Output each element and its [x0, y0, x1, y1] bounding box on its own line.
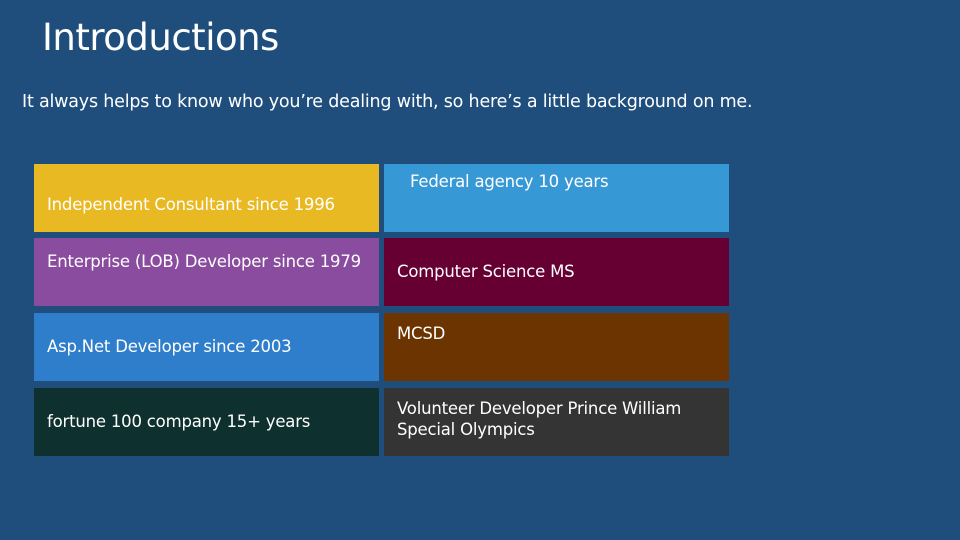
tile-fortune-100: fortune 100 company 15+ years: [34, 388, 379, 456]
tile-federal-agency: Federal agency 10 years: [384, 164, 729, 232]
slide-title: Introductions: [42, 16, 279, 59]
tile-label: Computer Science MS: [397, 262, 575, 282]
tile-volunteer-developer: Volunteer Developer Prince William Speci…: [384, 388, 729, 456]
tile-computer-science-ms: Computer Science MS: [384, 238, 729, 306]
tile-enterprise-developer: Enterprise (LOB) Developer since 1979: [34, 238, 379, 306]
tile-label: Enterprise (LOB) Developer since 1979: [47, 252, 361, 271]
tile-mcsd: MCSD: [384, 313, 729, 381]
slide-subtitle: It always helps to know who you’re deali…: [22, 92, 753, 112]
tile-label: fortune 100 company 15+ years: [47, 412, 311, 432]
tile-label: Volunteer Developer Prince William Speci…: [397, 399, 682, 440]
tile-label: Independent Consultant since 1996: [47, 195, 335, 215]
tile-label: MCSD: [397, 324, 446, 343]
tile-independent-consultant: Independent Consultant since 1996: [34, 164, 379, 232]
tile-label: Federal agency 10 years: [410, 172, 609, 191]
tile-label: Asp.Net Developer since 2003: [47, 337, 292, 357]
tile-aspnet-developer: Asp.Net Developer since 2003: [34, 313, 379, 381]
background-tiles-grid: Independent Consultant since 1996 Federa…: [34, 164, 730, 456]
